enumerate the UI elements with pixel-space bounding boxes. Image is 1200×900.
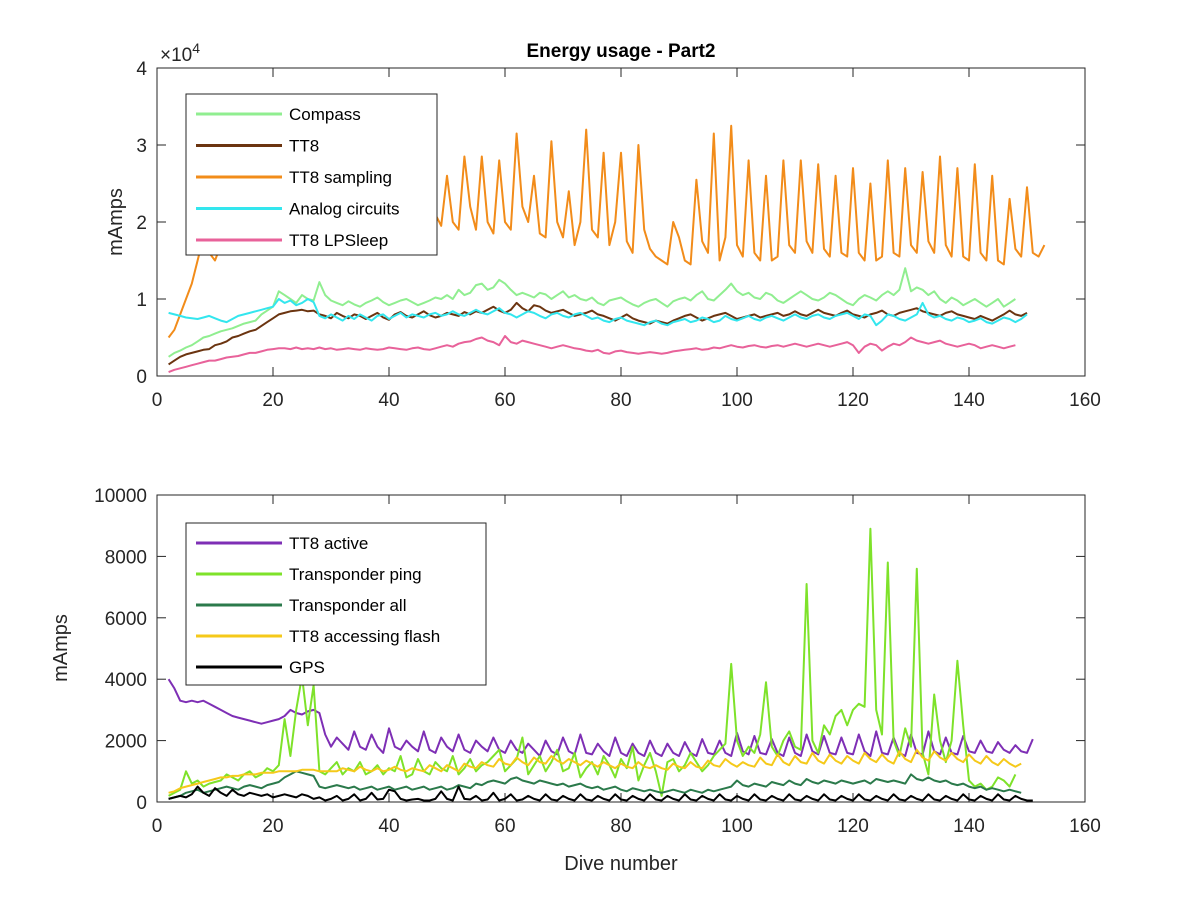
y-tick-label: 2000 — [105, 732, 147, 753]
x-tick-label: 80 — [610, 816, 631, 837]
legend-label: TT8 LPSleep — [289, 231, 388, 250]
y-tick-label: 8000 — [105, 547, 147, 568]
x-tick-label: 0 — [152, 390, 163, 411]
axes-bottom-xlabel: Dive number — [564, 853, 678, 875]
y-tick-label: 6000 — [105, 609, 147, 630]
axes-bottom-box — [156, 494, 1086, 803]
x-tick-label: 40 — [378, 816, 399, 837]
legend-label: GPS — [289, 658, 325, 677]
legend-label: Analog circuits — [289, 200, 400, 219]
figure-title: Energy usage - Part2 — [526, 41, 715, 62]
y-multiplier-exponent: 4 — [192, 40, 200, 56]
axes-top-ylabel: mAmps — [105, 188, 127, 256]
y-tick-label: 3 — [136, 136, 147, 157]
series-line-transponder-all — [168, 770, 1022, 800]
x-tick-label: 160 — [1069, 816, 1101, 837]
series-line-tt8-accessing-flash — [168, 748, 1022, 794]
x-tick-label: 60 — [494, 390, 515, 411]
series-line-analog-circuits — [168, 298, 1028, 327]
y-tick-label: 0 — [136, 367, 147, 388]
legend-label: TT8 active — [289, 534, 368, 553]
x-tick-label: 40 — [378, 390, 399, 411]
series-line-tt8-active — [167, 678, 1034, 757]
axes-top: 0 20 40 60 80 100 120 140 160 0 1 2 3 4 Energy usage … — [105, 40, 1101, 411]
y-tick-label: 4000 — [105, 670, 147, 691]
legend-label: Transponder all — [289, 596, 407, 615]
axes-bottom-legend: TT8 active Transponder ping Transponder al… — [185, 522, 487, 686]
series-line-tt8-lpsleep — [168, 335, 1016, 374]
series-line-gps — [168, 785, 1033, 802]
y-multiplier: ×104 — [160, 40, 200, 66]
legend-label: Transponder ping — [289, 565, 422, 584]
x-tick-label: 120 — [837, 390, 869, 411]
legend-label: TT8 accessing flash — [289, 627, 440, 646]
x-tick-label: 0 — [152, 816, 163, 837]
x-tick-label: 60 — [494, 816, 515, 837]
x-tick-label: 160 — [1069, 390, 1101, 411]
axes-bottom-ylabel: mAmps — [50, 614, 72, 682]
x-tick-label: 140 — [953, 816, 985, 837]
legend-label: TT8 sampling — [289, 168, 392, 187]
x-tick-label: 20 — [262, 390, 283, 411]
series-line-transponder-ping — [168, 527, 1017, 797]
legend-label: Compass — [289, 105, 361, 124]
y-tick-label: 0 — [136, 793, 147, 814]
axes-top-ticks: 0 20 40 60 80 100 120 140 160 0 1 2 3 4 — [136, 59, 1100, 411]
axes-top-legend: Compass TT8 TT8 sampling Analog circuits TT8… — [185, 93, 438, 256]
y-multiplier-base: ×10 — [160, 45, 192, 66]
series-line-tt8 — [168, 301, 1028, 366]
x-tick-label: 20 — [262, 816, 283, 837]
x-tick-label: 140 — [953, 390, 985, 411]
legend-label: TT8 — [289, 137, 319, 156]
axes-top-box — [156, 67, 1086, 377]
axes-bottom: 0 20 40 60 80 100 120 140 160 0 2000 4000 6000 8000 10… — [50, 486, 1101, 875]
x-tick-label: 100 — [721, 390, 753, 411]
y-tick-label: 2 — [136, 213, 147, 234]
axes-bottom-plot-area — [167, 527, 1034, 802]
y-tick-label: 10000 — [94, 486, 147, 507]
x-tick-label: 80 — [610, 390, 631, 411]
y-tick-label: 4 — [136, 59, 147, 80]
x-tick-label: 120 — [837, 816, 869, 837]
x-tick-label: 100 — [721, 816, 753, 837]
y-tick-label: 1 — [136, 290, 147, 311]
legend-box — [185, 93, 438, 256]
